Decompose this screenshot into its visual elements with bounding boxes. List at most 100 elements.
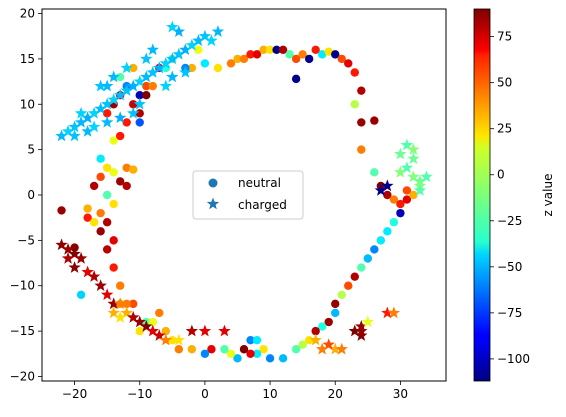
charged-point — [146, 43, 159, 56]
neutral-point — [265, 45, 275, 55]
charged-point — [387, 306, 401, 319]
y-tick-label: −10 — [10, 279, 35, 293]
neutral-point — [337, 290, 346, 300]
charged-point — [61, 242, 75, 255]
charged-point — [114, 88, 127, 101]
neutral-point — [344, 281, 353, 290]
charged-point — [407, 170, 420, 183]
neutral-point — [115, 131, 125, 141]
colorbar-tick-label: 0 — [497, 168, 505, 182]
neutral-point — [129, 165, 138, 174]
neutral-point — [109, 263, 118, 272]
neutral-point — [233, 354, 242, 363]
neutral-point — [357, 86, 366, 95]
charged-point — [81, 265, 94, 278]
neutral-point — [76, 290, 86, 300]
charged-point — [361, 315, 374, 328]
neutral-point — [350, 68, 359, 77]
charged-point — [140, 52, 153, 65]
charged-point — [94, 279, 107, 291]
charged-point — [381, 179, 394, 192]
y-tick-label: 5 — [27, 143, 35, 157]
charged-point — [114, 310, 127, 323]
neutral-point — [252, 50, 262, 59]
x-tick-label: −10 — [127, 387, 152, 401]
charged-point — [81, 124, 94, 137]
neutral-point — [291, 74, 301, 84]
charged-point — [166, 70, 179, 83]
neutral-point — [370, 245, 379, 254]
charged-point — [107, 297, 120, 310]
charged-point — [68, 129, 81, 142]
neutral-point — [129, 100, 138, 109]
neutral-point — [168, 335, 177, 345]
charged-point — [94, 102, 107, 115]
neutral-point — [298, 340, 307, 349]
charged-point — [100, 97, 114, 110]
neutral-point — [370, 168, 379, 177]
charged-point — [100, 79, 114, 92]
charged-point — [127, 310, 140, 323]
neutral-point — [331, 308, 340, 318]
neutral-point — [109, 236, 118, 245]
charged-point — [120, 306, 133, 319]
charged-point — [127, 106, 140, 119]
y-tick-label: −15 — [10, 324, 35, 338]
neutral-point — [259, 345, 268, 354]
neutral-point — [96, 227, 105, 236]
neutral-point — [161, 326, 171, 336]
colorbar-label: z value — [541, 174, 555, 217]
charged-point — [407, 152, 420, 164]
legend-charged-label: charged — [238, 198, 287, 212]
neutral-point — [304, 335, 314, 345]
neutral-point — [187, 345, 197, 354]
charged-point — [68, 247, 81, 260]
charged-point — [74, 115, 88, 128]
neutral-point — [291, 54, 301, 64]
neutral-point — [252, 335, 262, 345]
x-tick-label: 10 — [262, 387, 277, 401]
neutral-point — [109, 136, 118, 145]
neutral-point — [142, 81, 151, 91]
neutral-point — [331, 299, 340, 309]
charged-point — [100, 115, 114, 128]
neutral-point — [278, 45, 288, 55]
neutral-point — [383, 190, 392, 200]
neutral-point — [220, 345, 229, 354]
neutral-point — [344, 59, 353, 68]
neutral-point — [304, 54, 314, 64]
colorbar-gradient — [473, 8, 491, 382]
x-axis: −20 −10 0 10 20 30 — [62, 381, 408, 401]
neutral-point — [357, 263, 366, 272]
charged-point — [159, 333, 172, 346]
colorbar: 75 50 25 0 −25 −50 −75 −100 z value — [473, 8, 555, 382]
charged-point — [107, 306, 120, 319]
charged-point — [400, 138, 414, 151]
neutral-point — [200, 349, 210, 358]
neutral-point — [135, 90, 144, 100]
neutral-point — [226, 59, 236, 68]
neutral-point — [57, 206, 66, 215]
charged-point — [153, 329, 166, 341]
neutral-point — [233, 54, 242, 64]
charged-point — [355, 329, 368, 341]
neutral-point — [324, 47, 333, 56]
charged-point — [146, 324, 159, 337]
neutral-point — [115, 177, 125, 186]
charged-point — [400, 161, 414, 174]
neutral-point — [129, 299, 138, 309]
charged-point — [153, 61, 166, 74]
charged-point — [81, 111, 94, 124]
charged-point — [140, 320, 153, 332]
charged-point — [322, 338, 335, 350]
neutral-point — [187, 63, 197, 73]
neutral-point — [122, 181, 131, 191]
charged-point — [100, 288, 114, 301]
charged-point — [87, 270, 101, 282]
charged-point — [68, 120, 81, 133]
neutral-point — [265, 354, 275, 363]
legend-neutral-marker — [208, 178, 218, 188]
neutral-point — [115, 72, 125, 82]
neutral-point — [174, 345, 184, 354]
neutral-point — [272, 45, 281, 55]
